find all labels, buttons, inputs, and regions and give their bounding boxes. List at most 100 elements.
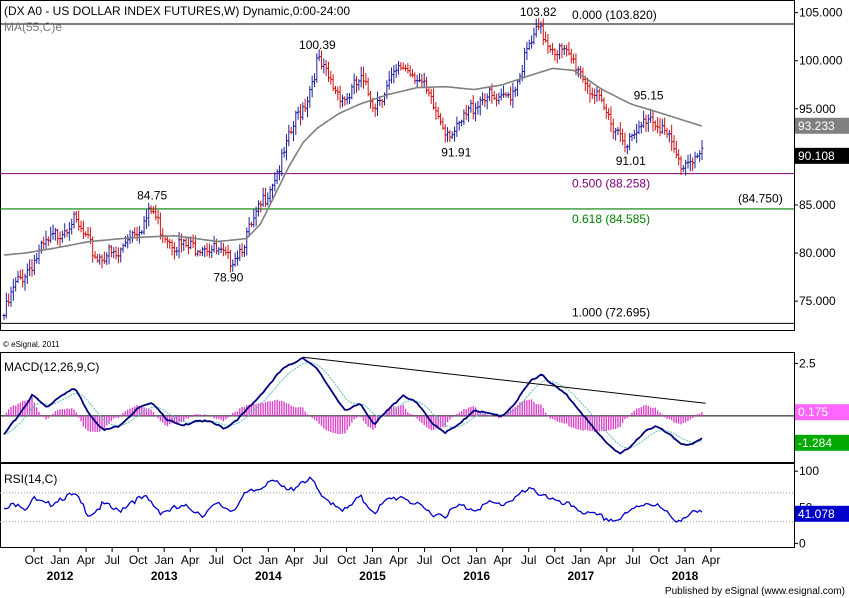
price-candle <box>340 94 344 108</box>
macd-tick-label: 2.5 <box>799 356 816 370</box>
price-candle <box>590 87 594 100</box>
price-candle <box>628 133 632 151</box>
level-note: (84.750) <box>738 191 783 205</box>
price-candle <box>338 85 342 109</box>
chart-title: (DX A0 - US DOLLAR INDEX FUTURES,W) Dyna… <box>4 4 350 18</box>
price-tick-label: 95.000 <box>799 102 836 116</box>
price-candle <box>674 140 678 159</box>
price-candle <box>305 96 309 118</box>
price-candle <box>406 63 410 74</box>
price-candle <box>329 70 333 85</box>
price-candle <box>219 240 223 254</box>
price-candle <box>294 110 298 135</box>
price-candle <box>653 120 657 131</box>
price-candle <box>471 95 475 120</box>
price-candle <box>432 88 436 110</box>
price-candle <box>679 155 683 176</box>
price-candle <box>303 98 307 112</box>
price-candle <box>207 243 211 258</box>
x-month-label: Apr <box>285 553 304 567</box>
fib-label: 0.618 (84.585) <box>572 212 650 226</box>
price-candle <box>287 124 291 147</box>
macd-panel-frame <box>0 352 795 463</box>
price-candle <box>588 82 592 103</box>
price-candle <box>688 153 692 172</box>
price-candle <box>616 127 620 136</box>
price-candle <box>30 259 34 277</box>
price-candle <box>233 252 237 267</box>
price-candle <box>478 96 482 116</box>
price-candle <box>79 220 83 233</box>
price-candle <box>665 127 669 138</box>
price-candle <box>135 227 139 242</box>
price-candle <box>460 119 464 127</box>
price-candle <box>411 69 415 78</box>
price-candle <box>112 246 116 259</box>
price-annotation: 78.90 <box>213 271 243 285</box>
x-month-label: Jan <box>675 553 694 567</box>
price-candle <box>448 130 452 142</box>
price-candle <box>168 238 172 249</box>
price-candle <box>116 247 120 264</box>
price-candle <box>677 149 681 166</box>
price-candle <box>336 86 340 101</box>
price-candle <box>259 200 263 213</box>
price-candle <box>343 96 347 106</box>
price-candle <box>352 73 356 95</box>
price-candle <box>333 85 337 95</box>
price-candle <box>483 93 487 108</box>
price-candle <box>60 230 64 243</box>
price-tick-label: 75.000 <box>799 294 836 308</box>
price-candle <box>25 263 29 284</box>
price-candle <box>623 132 627 153</box>
x-month-label: Apr <box>493 553 512 567</box>
price-candle <box>217 247 221 256</box>
price-candle <box>364 73 368 86</box>
macd-trendline <box>303 356 706 404</box>
fib-label: 1.000 (72.695) <box>572 305 650 319</box>
price-candle <box>667 130 671 143</box>
x-month-label: Oct <box>650 553 669 567</box>
rsi-value: 41.078 <box>798 507 835 521</box>
price-candle <box>268 186 272 203</box>
macd-label: MACD(12,26,9,C) <box>4 360 99 374</box>
price-candle <box>373 103 377 117</box>
price-candle <box>658 118 662 137</box>
price-candle <box>221 242 225 257</box>
price-candle <box>310 75 314 98</box>
x-year-label: 2012 <box>47 569 74 583</box>
price-candle <box>527 39 531 51</box>
x-month-label: Jan <box>467 553 486 567</box>
price-candle <box>394 63 398 78</box>
price-annotation: 103.82 <box>520 5 557 19</box>
x-month-label: Apr <box>77 553 96 567</box>
price-candle <box>560 43 564 59</box>
rsi-tick-label: 0 <box>799 536 806 550</box>
price-candle <box>663 117 667 135</box>
price-candle <box>555 49 559 64</box>
price-candle <box>464 104 468 121</box>
ma-line <box>3 67 703 256</box>
price-candle <box>474 102 478 122</box>
price-candle <box>569 48 573 64</box>
price-annotation: 100.39 <box>299 38 336 52</box>
price-candle <box>443 124 447 143</box>
price-candle <box>21 268 25 288</box>
price-candle <box>347 93 351 105</box>
price-candle <box>289 126 293 135</box>
price-candle <box>119 247 123 263</box>
price-candle <box>609 106 613 133</box>
price-candle <box>397 61 401 75</box>
price-candle <box>273 172 277 192</box>
price-candle <box>102 251 106 264</box>
price-candle <box>691 157 695 172</box>
price-candle <box>427 86 431 97</box>
price-candle <box>541 18 545 46</box>
x-year-label: 2016 <box>463 569 490 583</box>
price-candle <box>67 221 71 241</box>
price-candle <box>14 277 18 292</box>
price-candle <box>203 245 207 258</box>
fib-label: 0.000 (103.820) <box>572 8 657 22</box>
price-candle <box>362 66 366 89</box>
x-year-label: 2017 <box>567 569 594 583</box>
